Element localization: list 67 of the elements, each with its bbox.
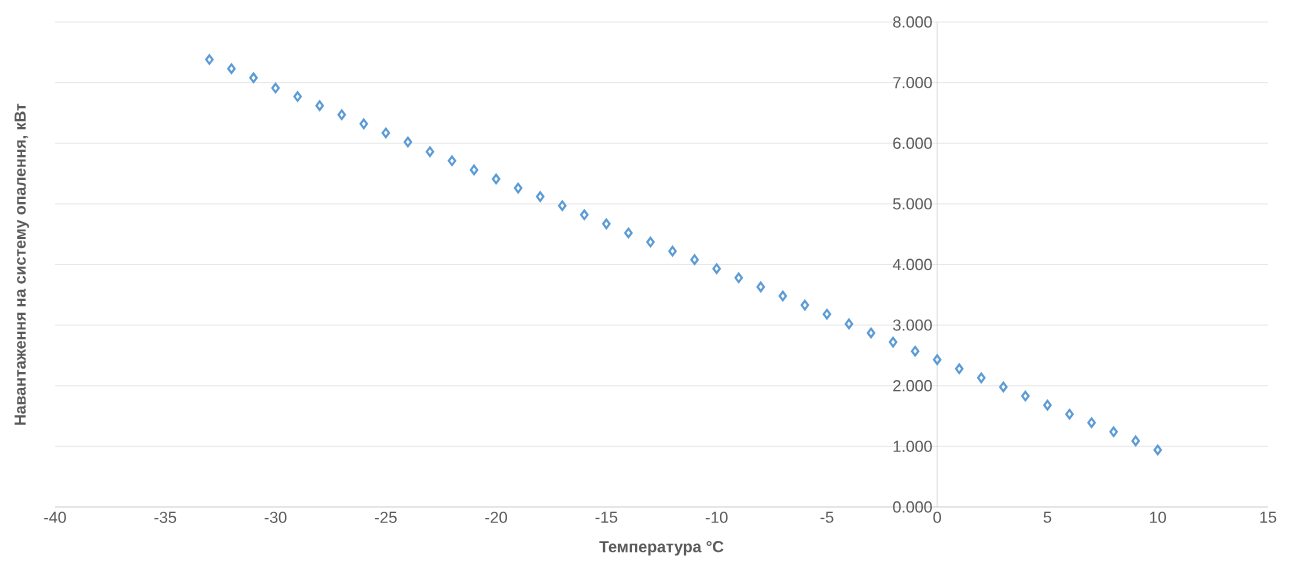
point [1131, 435, 1140, 447]
y-tick-label: 7.000 [893, 76, 932, 89]
x-tick-label: -25 [374, 511, 397, 524]
point [999, 381, 1008, 393]
point [381, 127, 391, 139]
point [205, 54, 214, 65]
point [271, 82, 280, 94]
point [1065, 408, 1074, 420]
x-tick-label: 10 [1150, 511, 1167, 524]
point [954, 363, 964, 375]
point [1021, 390, 1030, 402]
point [535, 191, 545, 202]
point [403, 136, 413, 148]
point [315, 100, 324, 111]
x-tick-label: -20 [485, 511, 508, 524]
point [866, 327, 876, 339]
x-tick-label: 15 [1260, 511, 1277, 523]
point [337, 109, 346, 121]
point [888, 336, 898, 348]
y-tick-label: 1.000 [893, 440, 932, 453]
point [977, 372, 986, 384]
y-tick-label: 4.000 [892, 258, 932, 271]
y-tick-label: 5.000 [893, 198, 932, 210]
point [1087, 417, 1096, 429]
point [932, 354, 942, 366]
point [910, 345, 920, 357]
y-tick-label: 2.000 [893, 380, 932, 392]
point [778, 290, 788, 302]
point [624, 227, 633, 239]
y-tick-label: 0.000 [893, 501, 932, 513]
point [646, 236, 655, 248]
point [293, 91, 302, 102]
x-tick-label: -30 [264, 511, 287, 524]
y-axis-title: Навантаження на систему опалення, кВт [14, 103, 29, 425]
x-tick-label: -35 [154, 511, 177, 524]
x-tick-label: -5 [820, 511, 834, 523]
point [690, 254, 699, 265]
point [1043, 399, 1052, 411]
point [1153, 444, 1162, 456]
y-tick-label: 6.000 [893, 137, 932, 149]
point [580, 209, 589, 221]
point [712, 263, 721, 275]
point [602, 218, 611, 230]
point [227, 63, 236, 75]
x-tick-label: 5 [1043, 511, 1052, 523]
x-tick-label: -40 [44, 511, 66, 524]
x-axis-title: Температура °C [599, 541, 724, 556]
x-tick-label: 0 [933, 511, 942, 524]
y-tick-label: 8.000 [893, 16, 932, 28]
point [249, 72, 258, 84]
point [800, 299, 810, 311]
y-tick-label: 3.000 [893, 319, 932, 331]
point [844, 318, 854, 330]
x-tick-label: -15 [595, 511, 618, 523]
point [447, 155, 457, 167]
point [756, 281, 766, 293]
point [1109, 426, 1118, 438]
point [668, 245, 677, 257]
point [822, 308, 832, 320]
point [513, 182, 523, 194]
point [557, 200, 567, 212]
point [491, 173, 501, 185]
point [425, 146, 435, 158]
point [359, 118, 369, 130]
x-tick-label: -10 [705, 511, 728, 524]
point [734, 272, 743, 284]
point [469, 164, 479, 176]
